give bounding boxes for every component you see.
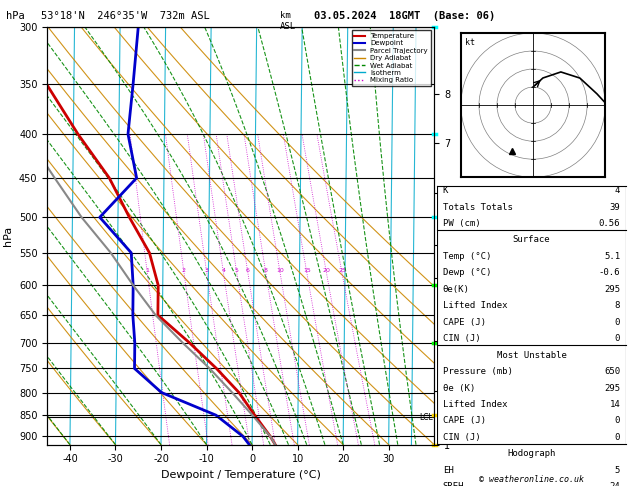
Text: SREH: SREH xyxy=(443,482,464,486)
Text: Lifted Index: Lifted Index xyxy=(443,301,507,310)
Text: 0: 0 xyxy=(615,334,620,343)
Text: 8: 8 xyxy=(615,301,620,310)
Text: 4: 4 xyxy=(221,268,225,273)
Text: hPa: hPa xyxy=(6,11,25,21)
X-axis label: Dewpoint / Temperature (°C): Dewpoint / Temperature (°C) xyxy=(161,470,321,480)
Text: Temp (°C): Temp (°C) xyxy=(443,252,491,261)
Text: CAPE (J): CAPE (J) xyxy=(443,417,486,425)
Text: LCL: LCL xyxy=(419,413,433,422)
Text: CIN (J): CIN (J) xyxy=(443,433,481,442)
Text: Dewp (°C): Dewp (°C) xyxy=(443,268,491,278)
Text: 0: 0 xyxy=(615,417,620,425)
Text: 5: 5 xyxy=(235,268,238,273)
Text: Hodograph: Hodograph xyxy=(507,450,555,458)
Text: 5.1: 5.1 xyxy=(604,252,620,261)
Text: 6: 6 xyxy=(246,268,250,273)
Text: 24: 24 xyxy=(610,482,620,486)
Text: Most Unstable: Most Unstable xyxy=(496,350,566,360)
Y-axis label: hPa: hPa xyxy=(3,226,13,246)
Text: 0: 0 xyxy=(615,318,620,327)
Text: 03.05.2024  18GMT  (Base: 06): 03.05.2024 18GMT (Base: 06) xyxy=(314,11,496,21)
Text: 8: 8 xyxy=(264,268,268,273)
Text: Lifted Index: Lifted Index xyxy=(443,400,507,409)
Text: K: K xyxy=(443,186,448,195)
Text: 0.56: 0.56 xyxy=(599,219,620,228)
Legend: Temperature, Dewpoint, Parcel Trajectory, Dry Adiabat, Wet Adiabat, Isotherm, Mi: Temperature, Dewpoint, Parcel Trajectory… xyxy=(352,30,431,86)
Text: 0: 0 xyxy=(615,433,620,442)
Text: 25: 25 xyxy=(338,268,346,273)
Text: CIN (J): CIN (J) xyxy=(443,334,481,343)
Text: © weatheronline.co.uk: © weatheronline.co.uk xyxy=(479,474,584,484)
Text: 20: 20 xyxy=(323,268,330,273)
Text: 5: 5 xyxy=(615,466,620,475)
Text: 4: 4 xyxy=(615,186,620,195)
Text: 295: 295 xyxy=(604,383,620,393)
Text: 295: 295 xyxy=(604,285,620,294)
Text: 15: 15 xyxy=(303,268,311,273)
Text: -0.6: -0.6 xyxy=(599,268,620,278)
Text: Surface: Surface xyxy=(513,235,550,244)
Text: 53°18'N  246°35'W  732m ASL: 53°18'N 246°35'W 732m ASL xyxy=(41,11,209,21)
Y-axis label: Mixing Ratio (g/kg): Mixing Ratio (g/kg) xyxy=(456,193,465,278)
Text: 3: 3 xyxy=(204,268,209,273)
Text: Pressure (mb): Pressure (mb) xyxy=(443,367,513,376)
Text: θe (K): θe (K) xyxy=(443,383,475,393)
Text: 650: 650 xyxy=(604,367,620,376)
Text: Totals Totals: Totals Totals xyxy=(443,203,513,211)
Text: km
ASL: km ASL xyxy=(280,11,296,31)
Text: 10: 10 xyxy=(276,268,284,273)
Text: 2: 2 xyxy=(182,268,186,273)
Text: PW (cm): PW (cm) xyxy=(443,219,481,228)
Text: EH: EH xyxy=(443,466,454,475)
Text: 39: 39 xyxy=(610,203,620,211)
Text: kt: kt xyxy=(465,38,474,48)
Text: 1: 1 xyxy=(145,268,149,273)
Text: CAPE (J): CAPE (J) xyxy=(443,318,486,327)
Text: θe(K): θe(K) xyxy=(443,285,470,294)
Text: 14: 14 xyxy=(610,400,620,409)
